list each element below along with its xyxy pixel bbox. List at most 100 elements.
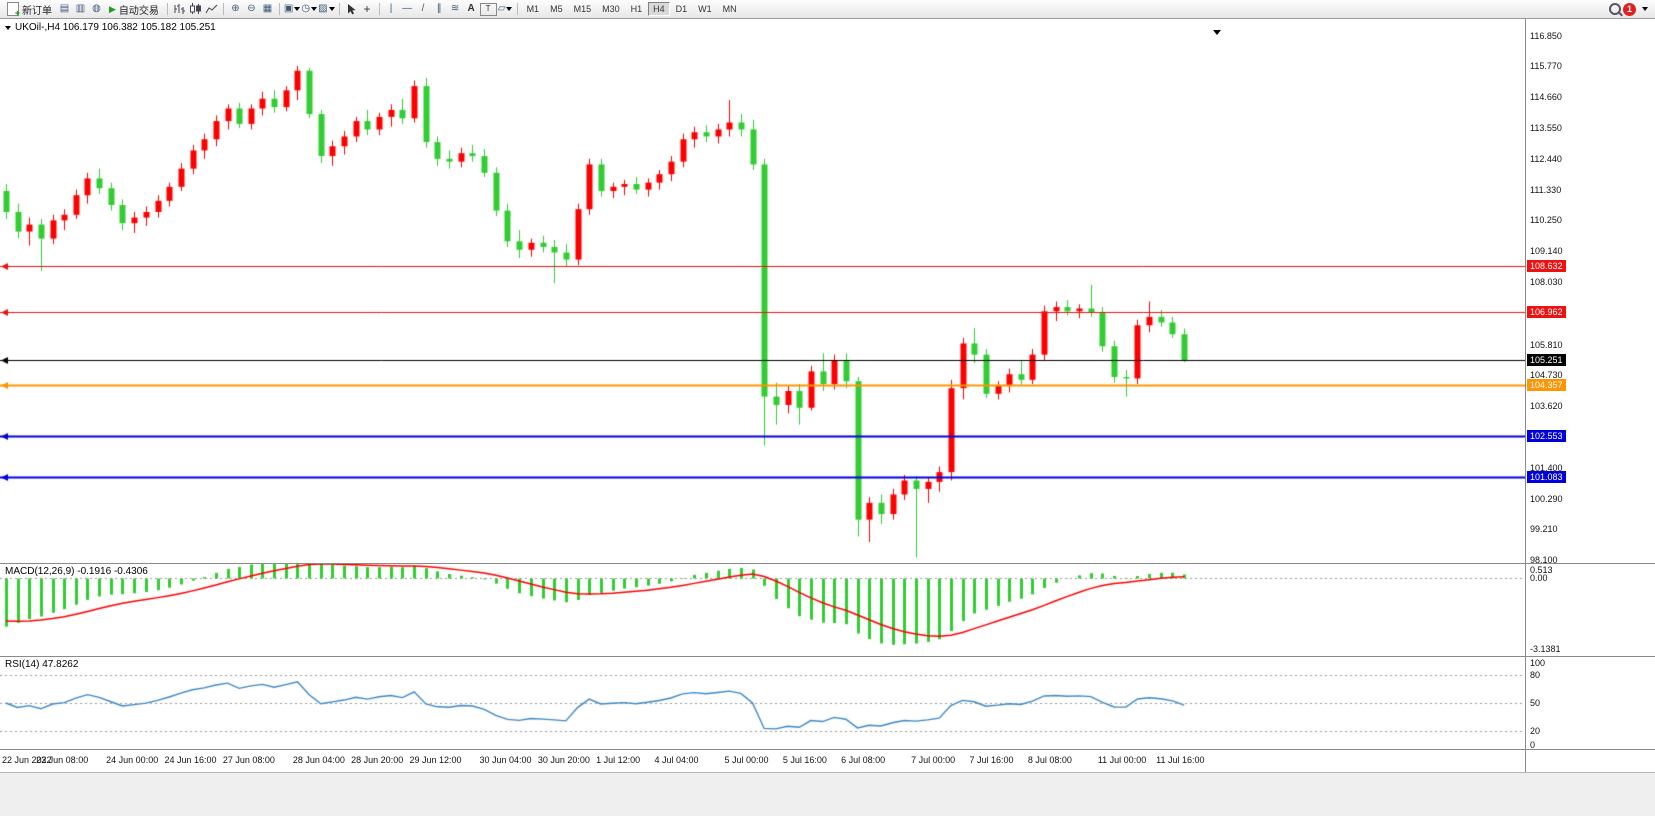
macd-indicator-label: MACD(12,26,9) -0.1916 -0.4306 <box>5 566 148 577</box>
price-tag: 101.083 <box>1527 470 1566 483</box>
new-order-icon <box>7 2 20 18</box>
price-tick-label: 109.140 <box>1530 246 1563 257</box>
template-icon[interactable]: ▨ <box>318 2 335 17</box>
tile-windows-icon[interactable]: ▦ <box>262 3 273 14</box>
trendline-icon[interactable]: / <box>421 3 425 14</box>
candlestick-icon[interactable] <box>188 2 203 17</box>
price-tick-label: 105.810 <box>1530 339 1563 350</box>
timeframe-m15-button[interactable]: M15 <box>569 2 597 16</box>
price-tick-label: 103.620 <box>1530 400 1563 411</box>
price-tick-label: 100.290 <box>1530 493 1563 504</box>
price-tick-label: 115.770 <box>1530 60 1562 71</box>
chevron-down-icon <box>506 7 513 11</box>
rsi-pane-canvas[interactable] <box>0 657 1525 749</box>
text-tool-icon[interactable]: A <box>467 3 475 14</box>
date-label: 23 Jun 08:00 <box>36 755 89 765</box>
main-chart-canvas[interactable] <box>0 19 1525 563</box>
crosshair-icon[interactable]: + <box>363 2 371 16</box>
auto-trading-button[interactable]: ▶ 自动交易 <box>105 1 163 17</box>
date-label: 7 Jul 00:00 <box>911 755 956 765</box>
date-label: 5 Jul 16:00 <box>782 755 827 765</box>
timeframe-m1-button[interactable]: M1 <box>522 2 545 16</box>
time-axis-border <box>0 749 1655 750</box>
equidistant-channel-icon[interactable]: ∥ <box>436 3 442 14</box>
symbol-ohlc-text: UKOil-,H4 106.179 106.382 105.182 105.25… <box>15 22 216 33</box>
date-label: 30 Jun 04:00 <box>479 755 532 765</box>
price-tick-label: 116.850 <box>1530 30 1562 41</box>
zoom-out-icon[interactable]: ⊖ <box>247 3 256 14</box>
auto-trading-label: 自动交易 <box>118 5 159 17</box>
price-tag: 104.357 <box>1527 379 1566 392</box>
price-tick-label: 98.100 <box>1530 555 1558 566</box>
zoom-in-icon[interactable]: ⊕ <box>231 3 240 14</box>
timeframe-w1-button[interactable]: W1 <box>693 2 717 16</box>
pane-splitter-rsi[interactable] <box>0 656 1655 657</box>
macd-tick-label: 0.00 <box>1530 573 1548 583</box>
fibonacci-icon[interactable]: ≋ <box>450 3 460 14</box>
price-tick-label: 114.660 <box>1530 92 1562 103</box>
community-icon[interactable]: ◍ <box>92 3 101 14</box>
timeframe-mn-button[interactable]: MN <box>718 2 742 16</box>
rsi-tick-label: 20 <box>1530 725 1541 736</box>
macd-pane-canvas[interactable] <box>0 564 1525 656</box>
horizontal-line-icon[interactable]: — <box>402 3 413 14</box>
date-label: 28 Jun 20:00 <box>351 755 404 765</box>
timeframe-d1-button[interactable]: D1 <box>671 2 693 16</box>
price-tick-label: 111.330 <box>1530 185 1562 196</box>
text-label-icon[interactable]: T <box>479 2 497 16</box>
cursor-icon[interactable] <box>344 2 359 17</box>
toolbar-separator <box>516 3 518 15</box>
price-tick-label: 108.030 <box>1530 277 1563 288</box>
date-label: 27 Jun 08:00 <box>222 755 275 765</box>
chart-window: UKOil-,H4 106.179 106.382 105.182 105.25… <box>0 19 1655 816</box>
add-indicator-icon[interactable]: ▣ <box>284 2 301 17</box>
date-label: 22 Jun 2022 <box>2 755 52 765</box>
auto-trading-icon: ▶ <box>109 3 116 14</box>
notification-badge[interactable]: 1 <box>1623 2 1636 16</box>
date-label: 11 Jul 16:00 <box>1156 755 1205 765</box>
price-tick-label: 104.730 <box>1530 369 1563 380</box>
toolbar-separator <box>222 3 224 15</box>
price-tick-label: 112.440 <box>1530 154 1562 165</box>
timeframe-h1-button[interactable]: H1 <box>626 2 648 16</box>
price-tick-label: 101.400 <box>1530 462 1563 473</box>
date-label: 5 Jul 00:00 <box>724 755 769 765</box>
timeframe-m5-button[interactable]: M5 <box>545 2 568 16</box>
price-tag: 102.553 <box>1527 429 1566 442</box>
shapes-dropdown-icon[interactable]: ▱ <box>498 2 513 17</box>
date-label: 29 Jun 12:00 <box>409 755 462 765</box>
date-label: 24 Jun 00:00 <box>106 755 159 765</box>
toolbar: 新订单 ▤ ▥ ◍ ▶ 自动交易 ⊕ ⊖ ▦ ▣ ◷ ▨ + | — / ∥ ≋… <box>0 0 1655 19</box>
line-chart-icon[interactable] <box>204 2 219 17</box>
date-label: 6 Jul 08:00 <box>841 755 886 765</box>
timeframe-m30-button[interactable]: M30 <box>597 2 625 16</box>
date-label: 28 Jun 04:00 <box>292 755 345 765</box>
rsi-tick-label: 100 <box>1530 658 1546 668</box>
pane-splitter-macd[interactable] <box>0 563 1655 564</box>
search-icon[interactable] <box>1607 2 1622 17</box>
date-label: 4 Jul 04:00 <box>654 755 699 765</box>
period-dropdown-icon[interactable]: ◷ <box>301 2 318 17</box>
price-tick-label: 110.250 <box>1530 215 1562 226</box>
new-order-button[interactable]: 新订单 <box>3 1 56 18</box>
chevron-down-icon <box>328 7 335 11</box>
date-label: 7 Jul 16:00 <box>969 755 1014 765</box>
toolbar-separator <box>166 3 168 15</box>
symbol-dropdown-icon[interactable] <box>5 25 11 30</box>
rsi-tick-label: 80 <box>1530 670 1541 681</box>
chart-shift-marker[interactable] <box>1213 22 1221 40</box>
toolbar-separator <box>278 3 280 15</box>
profiles-icon[interactable]: ▤ <box>59 3 70 14</box>
chevron-down-icon <box>311 7 318 11</box>
bar-chart-icon[interactable] <box>172 2 187 17</box>
price-tick-label: 99.210 <box>1530 524 1558 535</box>
time-axis[interactable]: 22 Jun 2022 23 Jun 08:00 24 Jun 00:00 24 Ju… <box>0 750 1525 772</box>
timeframe-h4-button[interactable]: H4 <box>648 2 670 16</box>
chevron-down-icon[interactable] <box>1637 2 1652 17</box>
vertical-line-icon[interactable]: | <box>389 3 393 14</box>
macd-tick-label: -3.1381 <box>1530 643 1561 654</box>
terminal-icon[interactable]: ▥ <box>75 3 86 14</box>
macd-tick-label: 0.513 <box>1530 565 1553 575</box>
toolbar-separator <box>378 3 380 15</box>
date-label: 30 Jun 20:00 <box>537 755 590 765</box>
